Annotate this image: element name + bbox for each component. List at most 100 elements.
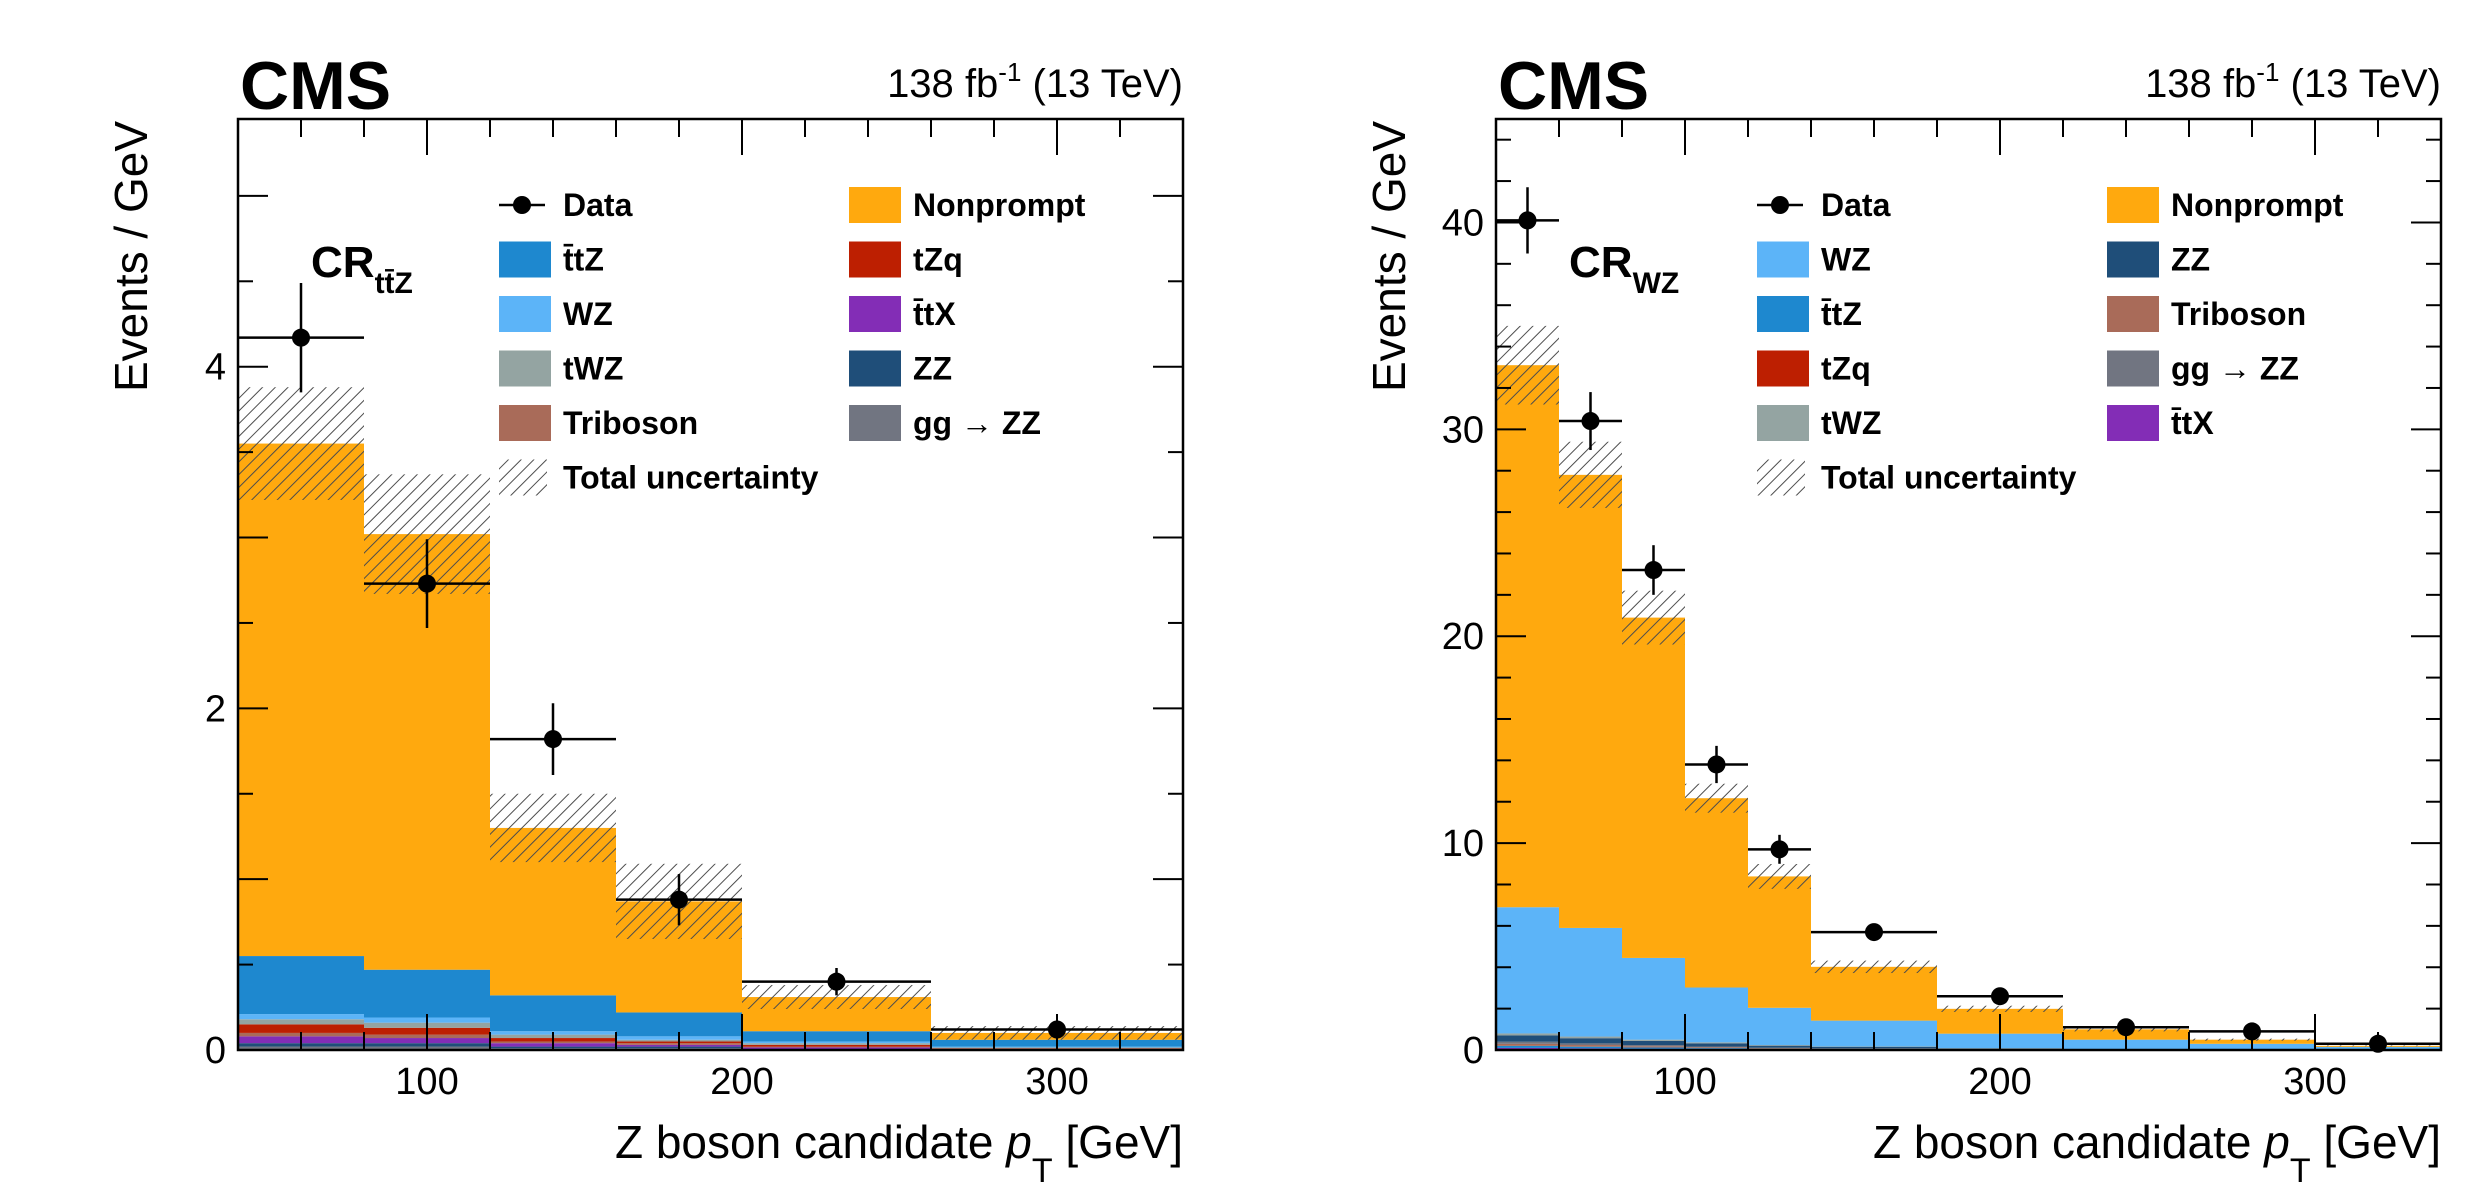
- data-point-1: [292, 328, 310, 347]
- data-point-1: [1518, 211, 1537, 230]
- x-axis-title-text: Z boson candidate: [1873, 1116, 2252, 1168]
- bar-Triboson-bin2: [1559, 1045, 1622, 1047]
- legend-label: Total uncertainty: [563, 460, 819, 496]
- legend-label: gg → ZZ: [2171, 351, 2299, 387]
- legend-swatch: [499, 350, 551, 387]
- legend-swatch: [2107, 241, 2159, 278]
- uncertainty-band-bin3: [490, 793, 616, 863]
- legend-swatch-hatch: [499, 459, 547, 496]
- legend-entry-wz: WZ: [499, 296, 613, 332]
- legend-marker-dot: [513, 196, 531, 214]
- x-tick-label: 100: [1653, 1061, 1716, 1103]
- y-axis-title: Events / GeV: [105, 121, 157, 392]
- region-text: CR: [1569, 238, 1633, 287]
- bar-Nonprompt-bin2: [1559, 474, 1622, 928]
- legend-swatch: [499, 296, 551, 332]
- bar-ttX-bin1: [1496, 1047, 1559, 1049]
- bar-ttZ-bin3: [490, 995, 616, 1032]
- data-point-4: [670, 890, 688, 909]
- data-point-2: [1581, 412, 1600, 431]
- legend-label: WZ: [1821, 242, 1871, 278]
- energy-label: (13 TeV): [2291, 62, 2441, 106]
- bar-tZq-bin5: [742, 1044, 931, 1047]
- lumi-exponent: -1: [998, 57, 1021, 87]
- bar-WZ-bin3: [1622, 957, 1685, 1040]
- y-axis-title: Events / GeV: [1363, 121, 1415, 392]
- legend-entry-tzq: tZq: [1757, 350, 1871, 387]
- x-axis-title: Z boson candidate pT [GeV]: [615, 1116, 1183, 1185]
- y-tick-label: 20: [1442, 616, 1484, 658]
- legend-label: tZq: [913, 242, 963, 278]
- legend-label: ZZ: [913, 351, 952, 387]
- region-subscript: WZ: [1633, 267, 1680, 300]
- x-tick-label: 300: [1025, 1061, 1088, 1103]
- legend-entry-nonprompt: Nonprompt: [849, 187, 1086, 223]
- lumi-space: [954, 62, 965, 106]
- legend-swatch: [849, 241, 901, 278]
- legend-entry-triboson: Triboson: [499, 405, 698, 441]
- legend-label: Data: [563, 187, 633, 223]
- legend-entry-total-uncertainty: Total uncertainty: [499, 459, 819, 496]
- bar-ggZZ-bin5: [1748, 1047, 1811, 1049]
- data-point-5: [827, 972, 846, 991]
- bar-tWZ-bin5: [1748, 1045, 1811, 1046]
- x-axis-title-text: Z boson candidate: [615, 1116, 994, 1168]
- chart-panel-1: 100 200 300 0 2 4 CMS 138 fb-1 (13 TeV) Events /…: [105, 48, 1185, 1190]
- legend-swatch: [849, 296, 901, 332]
- x-axis-variable: p: [2262, 1116, 2290, 1168]
- region-label: CRtt̄Z: [311, 238, 413, 300]
- bar-ttZ-bin3: [1622, 1047, 1685, 1049]
- x-axis-unit: [GeV]: [1065, 1116, 1183, 1168]
- y-tick-label: 40: [1442, 202, 1484, 244]
- bar-tWZ-bin5: [742, 1043, 931, 1045]
- bar-tWZ-bin2: [1559, 1036, 1622, 1039]
- legend-entry-data: Data: [499, 187, 633, 223]
- bar-Nonprompt-bin1: [238, 443, 364, 957]
- legend-label: t̄tZ: [563, 242, 604, 278]
- data-point-7: [1991, 987, 2009, 1006]
- lumi-space2: [2279, 62, 2290, 106]
- legend-swatch-hatch: [1757, 459, 1805, 496]
- bar-ZZ-bin4: [1685, 1043, 1748, 1047]
- x-axis-title: Z boson candidate pT [GeV]: [1873, 1116, 2441, 1185]
- sp: [993, 1116, 1006, 1168]
- uncertainty-band-bin4: [1685, 783, 1748, 813]
- bar-ggZZ-bin4: [1685, 1046, 1748, 1048]
- legend-label: t̄tX: [913, 296, 956, 332]
- bar-WZ-bin1: [238, 1014, 364, 1020]
- lumi-value: 138: [2145, 62, 2212, 106]
- legend-label: Nonprompt: [913, 187, 1086, 223]
- legend-swatch: [2107, 350, 2159, 387]
- lumi-space: [2212, 62, 2223, 106]
- bar-ZZ-bin1: [1496, 1035, 1559, 1042]
- bar-ttZ-bin4: [1685, 1048, 1748, 1050]
- bar-ttZ-bin2: [364, 969, 490, 1018]
- legend-entry-total-uncertainty: Total uncertainty: [1757, 459, 2077, 496]
- bar-Triboson-bin3: [1622, 1046, 1685, 1048]
- data-point-5: [1770, 840, 1789, 859]
- legend-swatch: [849, 187, 901, 223]
- bar-WZ-bin2: [1559, 927, 1622, 1037]
- x-axis-unit: [GeV]: [2323, 1116, 2441, 1168]
- uncertainty-band-bin1: [1496, 325, 1559, 405]
- lumi-space2: [1021, 62, 1032, 106]
- bar-WZ-bin5: [1748, 1007, 1811, 1046]
- data-point-4: [1707, 755, 1726, 774]
- bar-ggZZ-bin1: [1496, 1041, 1559, 1044]
- legend-entry-ttz: t̄tZ: [499, 241, 604, 278]
- legend-swatch: [849, 405, 901, 441]
- legend-label: ZZ: [2171, 242, 2210, 278]
- x-tick-label: 200: [710, 1061, 773, 1103]
- legend: Data WZ t̄tZ tZq tWZ Total uncertainty Nonprom…: [1757, 187, 2344, 496]
- lumi-exponent: -1: [2256, 57, 2279, 87]
- x-axis-subscript: T: [2290, 1152, 2311, 1185]
- legend-entry-ggzz: gg → ZZ: [849, 405, 1041, 441]
- data-point-6: [1865, 923, 1883, 942]
- bar-ttZ-bin2: [1559, 1046, 1622, 1049]
- legend-marker-dot: [1771, 196, 1789, 214]
- legend-swatch: [1757, 350, 1809, 387]
- data-point-3: [544, 730, 562, 749]
- y-tick-label: 2: [205, 688, 226, 730]
- y-tick-label: 4: [205, 347, 226, 389]
